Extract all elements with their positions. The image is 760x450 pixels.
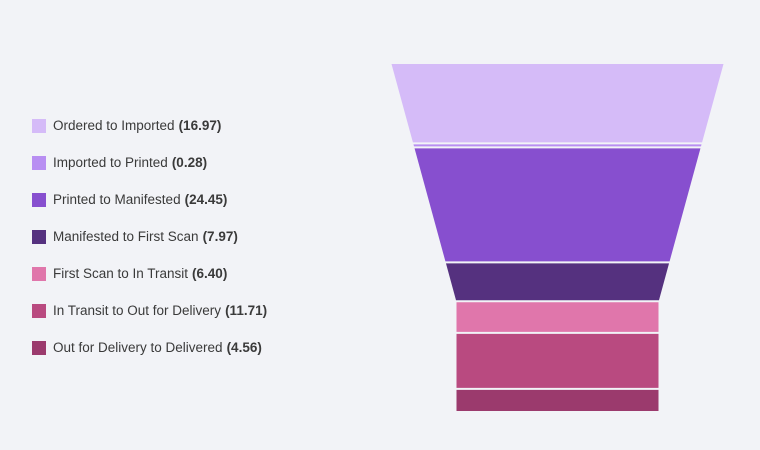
funnel-segment-in-transit-to-out-for-delivery[interactable] (456, 333, 659, 388)
legend-label: First Scan to In Transit (53, 266, 189, 281)
funnel-segment-imported-to-printed[interactable] (413, 144, 702, 147)
funnel-segment-first-scan-to-in-transit[interactable] (456, 302, 659, 332)
legend-swatch (32, 192, 46, 207)
funnel-segment-out-for-delivery-to-delivered[interactable] (456, 389, 659, 411)
legend-item-imported-to-printed[interactable]: Imported to Printed (0.28) (32, 144, 267, 181)
legend-item-first-scan-to-in-transit[interactable]: First Scan to In Transit (6.40) (32, 255, 267, 292)
legend-label: Out for Delivery to Delivered (53, 340, 223, 355)
legend-value: (24.45) (184, 192, 228, 207)
legend-value: (11.71) (225, 303, 268, 318)
legend-label: Manifested to First Scan (53, 229, 199, 244)
legend-label: Ordered to Imported (53, 118, 175, 133)
legend-swatch (32, 266, 46, 281)
legend-value: (7.97) (202, 229, 238, 244)
legend-item-ordered-to-imported[interactable]: Ordered to Imported (16.97) (32, 107, 267, 144)
legend-item-out-for-delivery-to-delivered[interactable]: Out for Delivery to Delivered (4.56) (32, 329, 267, 366)
funnel-segment-printed-to-manifested[interactable] (414, 148, 701, 262)
funnel-segment-ordered-to-imported[interactable] (391, 64, 724, 143)
legend-value: (16.97) (178, 118, 222, 133)
legend-item-in-transit-to-out-for-delivery[interactable]: In Transit to Out for Delivery (11.71) (32, 292, 267, 329)
legend-swatch (32, 303, 46, 318)
funnel-segment-manifested-to-first-scan[interactable] (445, 263, 670, 301)
legend-label: Imported to Printed (53, 155, 168, 170)
legend-swatch (32, 340, 46, 355)
legend-item-printed-to-manifested[interactable]: Printed to Manifested (24.45) (32, 181, 267, 218)
legend-item-manifested-to-first-scan[interactable]: Manifested to First Scan (7.97) (32, 218, 267, 255)
legend-label: In Transit to Out for Delivery (53, 303, 222, 318)
legend-value: (6.40) (192, 266, 228, 281)
legend-swatch (32, 155, 46, 170)
legend-swatch (32, 118, 46, 133)
legend-value: (0.28) (171, 155, 208, 170)
chart-legend: Ordered to Imported (16.97) Imported to … (32, 107, 267, 366)
legend-value: (4.56) (226, 340, 262, 355)
legend-label: Printed to Manifested (53, 192, 181, 207)
legend-swatch (32, 229, 46, 244)
